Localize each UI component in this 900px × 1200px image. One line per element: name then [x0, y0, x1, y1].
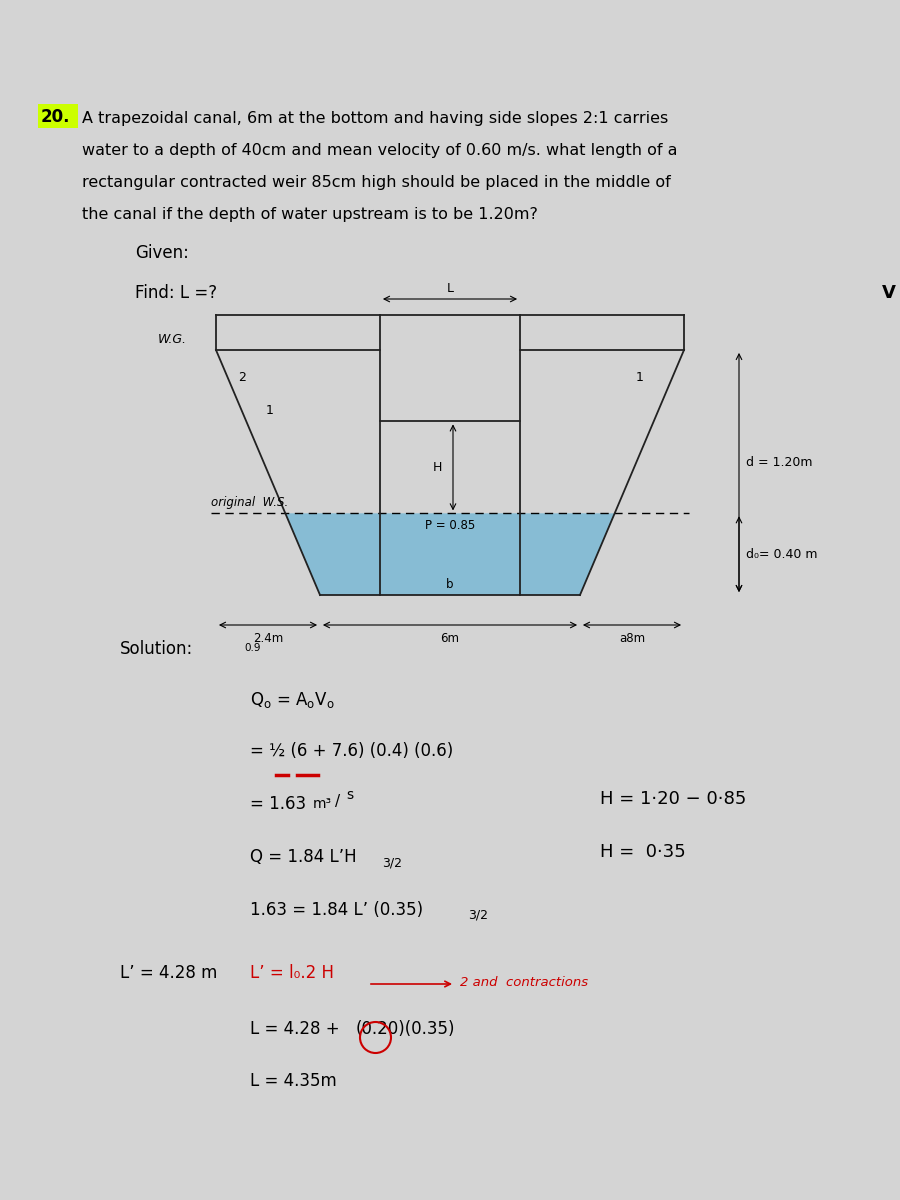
Text: 6m: 6m: [440, 632, 460, 646]
Text: = 1.63: = 1.63: [250, 794, 306, 814]
Text: 2: 2: [238, 372, 246, 384]
Text: Q = 1.84 L’H: Q = 1.84 L’H: [250, 848, 356, 866]
Text: rectangular contracted weir 85cm high should be placed in the middle of: rectangular contracted weir 85cm high sh…: [82, 175, 670, 190]
Text: m³: m³: [312, 797, 331, 811]
Text: L’ = 4.28 m: L’ = 4.28 m: [120, 964, 218, 982]
Text: H: H: [433, 461, 442, 474]
Text: L’ = l₀.2 H: L’ = l₀.2 H: [250, 964, 334, 982]
Text: 3/2: 3/2: [382, 856, 402, 869]
Polygon shape: [285, 514, 615, 595]
Text: W.G.: W.G.: [158, 334, 187, 346]
Text: s: s: [346, 788, 354, 802]
Text: 3/2: 3/2: [469, 910, 489, 922]
Text: H =  0·35: H = 0·35: [600, 842, 686, 862]
FancyBboxPatch shape: [38, 104, 78, 128]
Text: Given:: Given:: [135, 244, 189, 262]
Text: 0.9: 0.9: [244, 643, 260, 653]
Text: A trapezoidal canal, 6m at the bottom and having side slopes 2:1 carries: A trapezoidal canal, 6m at the bottom an…: [82, 110, 668, 126]
Text: 20.: 20.: [41, 108, 70, 126]
Text: d₀= 0.40 m: d₀= 0.40 m: [746, 547, 817, 560]
Text: the canal if the depth of water upstream is to be 1.20m?: the canal if the depth of water upstream…: [82, 206, 538, 222]
Text: Find: L =?: Find: L =?: [135, 284, 217, 302]
Text: original  W.S.: original W.S.: [211, 497, 288, 509]
Text: L = 4.35m: L = 4.35m: [250, 1072, 337, 1090]
Text: 2 and  contractions: 2 and contractions: [460, 976, 588, 989]
Text: P = 0.85: P = 0.85: [425, 520, 475, 533]
Text: water to a depth of 40cm and mean velocity of 0.60 m/s. what length of a: water to a depth of 40cm and mean veloci…: [82, 143, 678, 158]
Text: (0.20)(0.35): (0.20)(0.35): [356, 1020, 455, 1038]
Text: L: L: [446, 282, 454, 295]
Text: L = 4.28 +: L = 4.28 +: [250, 1020, 345, 1038]
Text: a8m: a8m: [619, 632, 645, 646]
Text: = ½ (6 + 7.6) (0.4) (0.6): = ½ (6 + 7.6) (0.4) (0.6): [250, 742, 454, 760]
Text: 1: 1: [636, 372, 644, 384]
Text: H = 1·20 − 0·85: H = 1·20 − 0·85: [600, 790, 746, 808]
Text: V: V: [882, 284, 896, 302]
Text: b: b: [446, 578, 454, 590]
Text: d = 1.20m: d = 1.20m: [746, 456, 813, 469]
Text: 2.4m: 2.4m: [253, 632, 284, 646]
Text: Q$_\mathrm{o}$ = A$_\mathrm{o}$V$_\mathrm{o}$: Q$_\mathrm{o}$ = A$_\mathrm{o}$V$_\mathr…: [250, 690, 335, 710]
Text: 1: 1: [266, 403, 274, 416]
Text: 1.63 = 1.84 L’ (0.35): 1.63 = 1.84 L’ (0.35): [250, 901, 428, 919]
Text: /: /: [335, 794, 340, 809]
Text: Solution:: Solution:: [120, 640, 194, 658]
